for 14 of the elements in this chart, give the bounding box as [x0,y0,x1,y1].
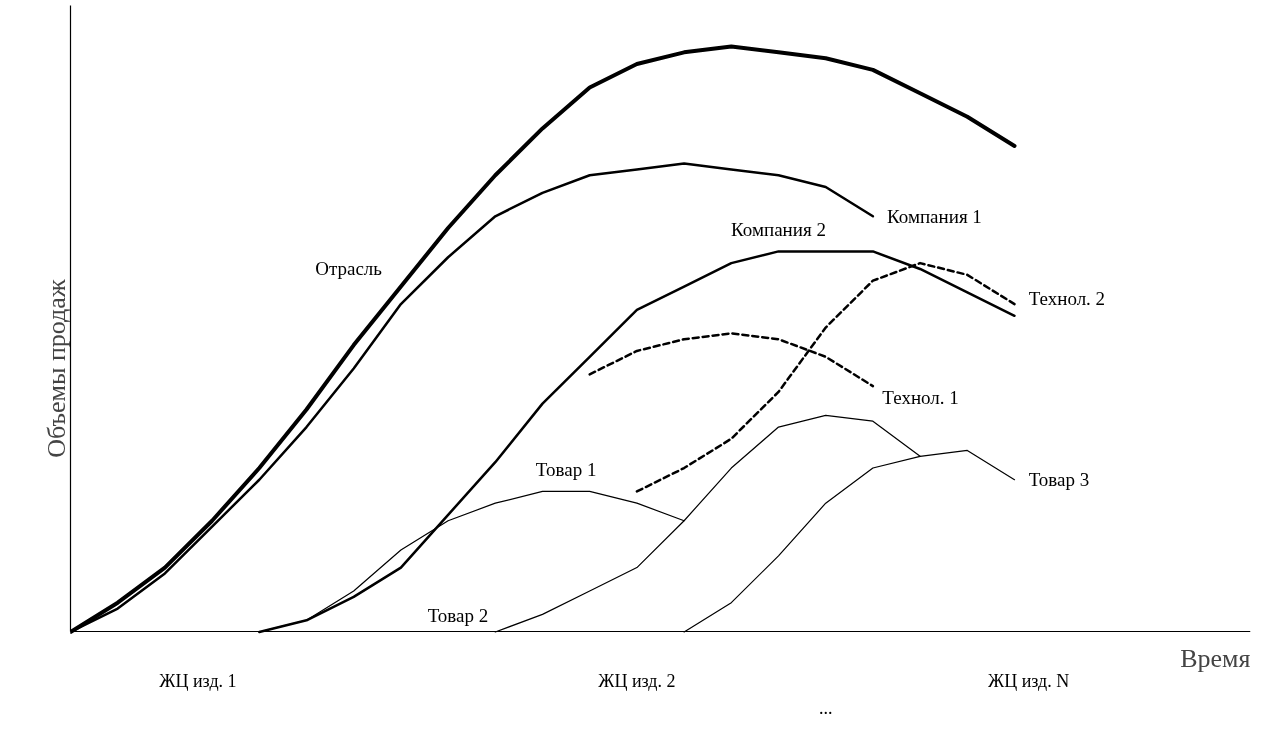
text: ... [818,697,833,718]
x-axis-title: Время [1180,643,1251,673]
series-label: Товар 1 [535,458,597,480]
series-label: Компания 1 [887,205,982,227]
series-label: Технол. 2 [1028,287,1106,309]
series-label: Отрасль [315,258,383,280]
y-axis-title: Объемы продаж [41,278,71,458]
text: ЖЦ изд. 2 [598,670,676,691]
text: ЖЦ изд. N [988,670,1070,691]
series-label: Технол. 1 [882,387,959,409]
series-label: Товар 2 [427,605,489,627]
text: ЖЦ изд. 1 [159,670,237,691]
series-label: Компания 2 [731,218,826,240]
series-label: Товар 3 [1028,469,1090,491]
